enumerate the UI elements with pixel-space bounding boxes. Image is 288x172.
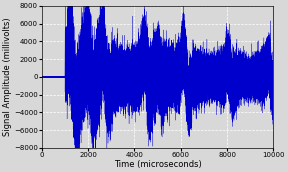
Y-axis label: Signal Amplitude (millivolts): Signal Amplitude (millivolts) <box>3 18 12 136</box>
X-axis label: Time (microseconds): Time (microseconds) <box>114 159 202 169</box>
